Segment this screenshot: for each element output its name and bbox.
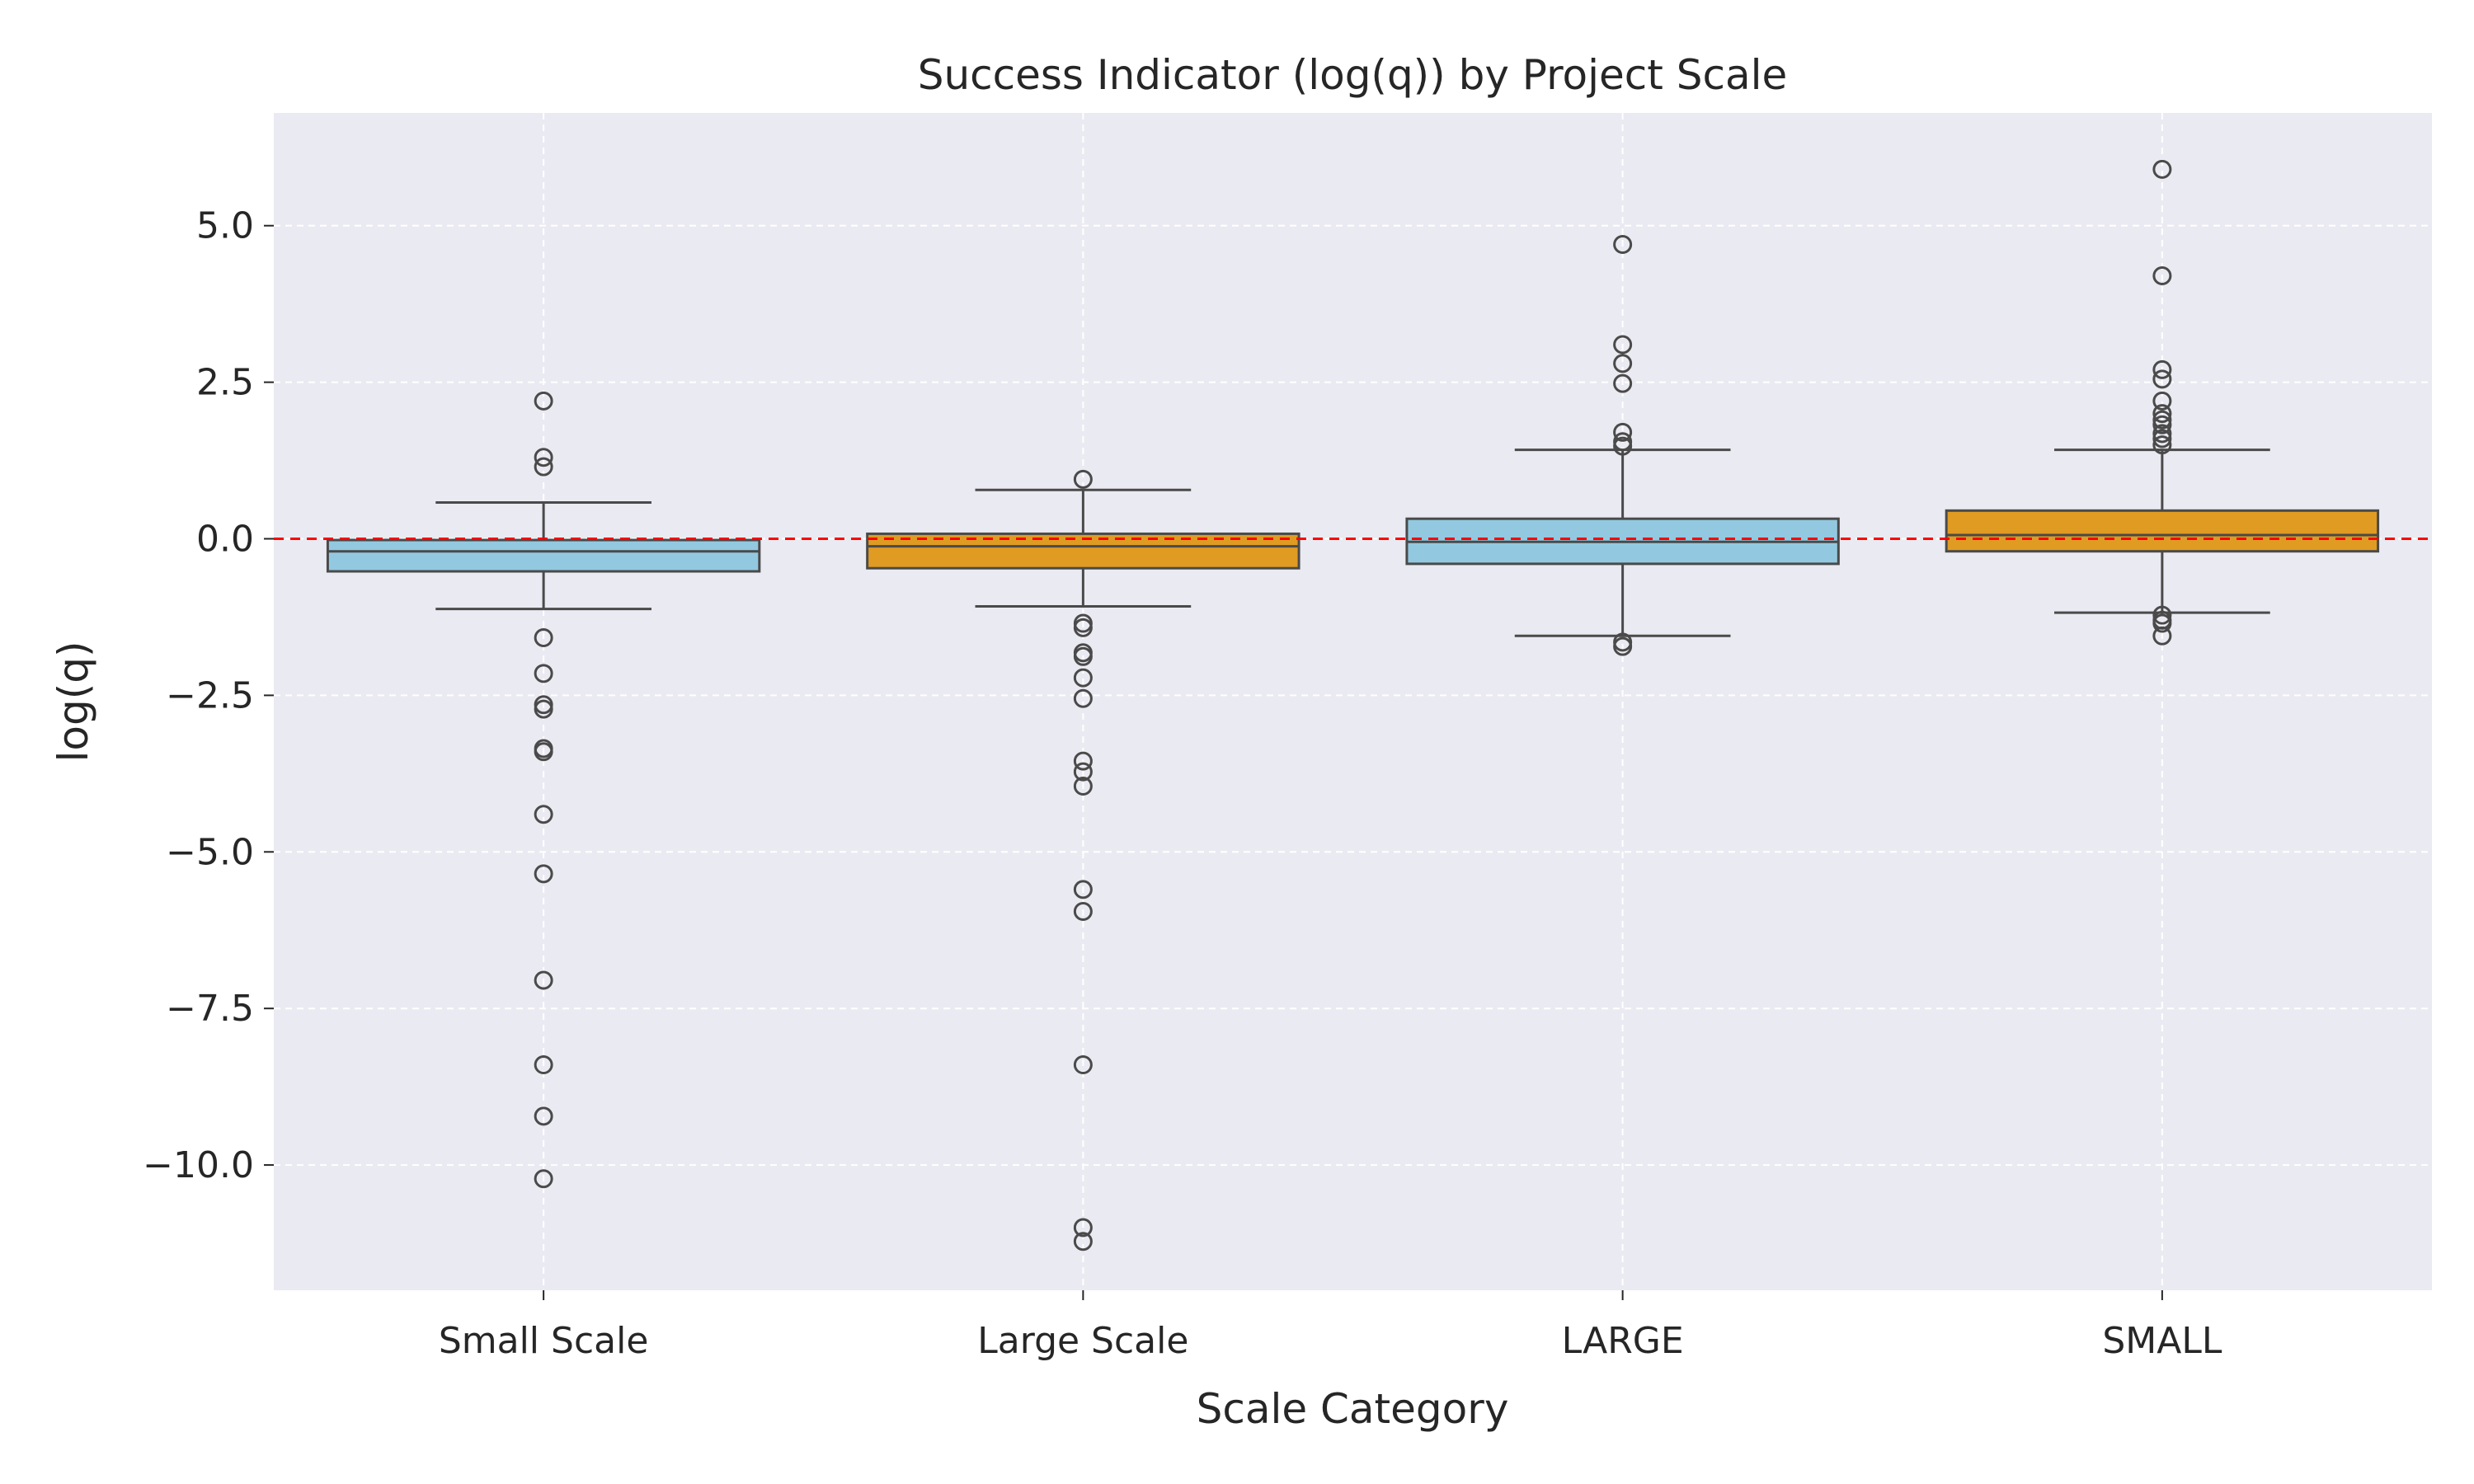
box-small <box>1945 159 2380 646</box>
outlier-point <box>1073 880 1093 899</box>
x-tick-label: Small Scale <box>439 1320 649 1362</box>
outlier-point <box>1073 1218 1093 1237</box>
outlier-point <box>2152 359 2172 379</box>
outlier-point <box>534 970 553 990</box>
outlier-point <box>1073 751 1093 771</box>
y-tick-label: 2.5 <box>196 362 254 404</box>
outlier-point <box>1613 373 1633 393</box>
x-tick-label: Large Scale <box>977 1320 1188 1362</box>
outlier-point <box>1073 1055 1093 1075</box>
y-tick-label: 5.0 <box>196 205 254 247</box>
outlier-point <box>2152 415 2172 434</box>
outlier-point <box>1073 646 1093 666</box>
y-tick-label: −5.0 <box>166 831 254 873</box>
outlier-point <box>2152 613 2172 633</box>
box-large <box>1405 235 1840 656</box>
y-axis-label: log(q) <box>49 641 97 763</box>
box-body <box>326 538 761 573</box>
outlier-point <box>2152 424 2172 444</box>
boxes <box>326 159 2380 1252</box>
outlier-point <box>1613 354 1633 373</box>
x-tick-label: SMALL <box>2102 1320 2222 1362</box>
outlier-point <box>1613 235 1633 255</box>
outlier-point <box>2152 605 2172 625</box>
outlier-point <box>1073 901 1093 921</box>
box-small-scale <box>326 391 761 1189</box>
outlier-point <box>2152 391 2172 411</box>
outlier-point <box>534 391 553 411</box>
chart-title: Success Indicator (log(q)) by Project Sc… <box>918 51 1788 99</box>
outlier-point <box>534 1106 553 1126</box>
outlier-point <box>2152 626 2172 646</box>
outlier-point <box>2152 435 2172 455</box>
outlier-point <box>1073 469 1093 489</box>
y-tick-label: −10.0 <box>143 1144 254 1186</box>
outlier-point <box>534 664 553 683</box>
outlier-point <box>1073 668 1093 688</box>
y-tick-label: 0.0 <box>196 519 254 561</box>
outlier-point <box>1073 688 1093 708</box>
outlier-point <box>2152 265 2172 285</box>
outlier-point <box>534 864 553 884</box>
outlier-point <box>2152 159 2172 179</box>
outlier-point <box>1073 618 1093 637</box>
outlier-point <box>2152 429 2172 448</box>
outlier-point <box>534 805 553 824</box>
x-axis-label: Scale Category <box>1197 1385 1509 1433</box>
y-tick-label: −7.5 <box>166 988 254 1030</box>
outlier-point <box>534 1055 553 1075</box>
outlier-point <box>534 448 553 467</box>
outlier-point <box>2152 410 2172 430</box>
outlier-point <box>534 628 553 648</box>
outlier-point <box>1613 436 1633 456</box>
outlier-point <box>1073 762 1093 782</box>
outlier-point <box>1073 777 1093 796</box>
outlier-point <box>1613 335 1633 355</box>
outlier-point <box>534 457 553 477</box>
y-ticks: 5.0 2.5 0.0 −2.5 −5.0 −7.5 −10.0 <box>143 205 274 1186</box>
outlier-point <box>1613 422 1633 442</box>
outlier-point <box>534 699 553 719</box>
box-body <box>1945 509 2380 553</box>
outlier-point <box>534 742 553 762</box>
x-tick-label: LARGE <box>1562 1320 1684 1362</box>
outlier-point <box>1073 1232 1093 1252</box>
plot-area <box>274 113 2432 1290</box>
outlier-point <box>534 1169 553 1189</box>
outlier-point <box>1613 636 1633 656</box>
y-tick-label: −2.5 <box>166 674 254 716</box>
outlier-point <box>2152 404 2172 424</box>
outlier-point <box>2152 369 2172 389</box>
x-ticks: Small Scale Large Scale LARGE SMALL <box>439 1290 2222 1362</box>
